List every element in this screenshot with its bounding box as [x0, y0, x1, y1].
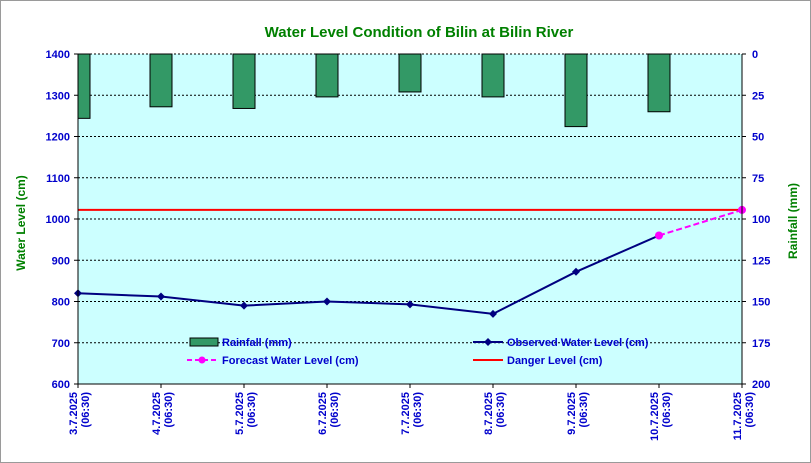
left-tick-label: 600 — [52, 379, 70, 391]
legend-observed-marker — [484, 338, 492, 346]
x-tick-label: (06:30) — [163, 392, 175, 428]
right-tick-label: 125 — [752, 255, 770, 267]
x-tick-label: 3.7.2025 — [68, 392, 80, 435]
chart-title: Water Level Condition of Bilin at Bilin … — [265, 24, 574, 41]
observed-water-level-marker — [572, 267, 580, 276]
rainfall-bar — [398, 53, 422, 93]
forecast-water-level-marker — [655, 231, 663, 240]
left-tick-label: 1300 — [46, 90, 70, 102]
left-axis-label: Water Level (cm) — [14, 175, 28, 271]
x-tick-label: 7.7.2025 — [400, 392, 412, 435]
legend-forecast-label: Forecast Water Level (cm) — [222, 355, 359, 367]
right-tick-label: 175 — [752, 338, 770, 350]
observed-water-level-marker — [323, 297, 331, 306]
left-tick-label: 1100 — [46, 173, 70, 185]
x-tick-label: 4.7.2025 — [151, 392, 163, 435]
x-tick-label: (06:30) — [578, 392, 590, 428]
right-tick-label: 100 — [752, 214, 770, 226]
x-tick-label: 10.7.2025 — [649, 392, 661, 441]
x-tick-label-group: 8.7.2025 (06:30) — [483, 392, 507, 435]
observed-water-level-marker — [157, 292, 165, 301]
left-tick-label: 900 — [52, 255, 70, 267]
left-tick-label: 800 — [52, 297, 70, 309]
legend-observed-label: Observed Water Level (cm) — [507, 337, 649, 349]
x-tick-label-group: 10.7.2025 (06:30) — [649, 392, 673, 441]
right-tick-label: 50 — [752, 132, 764, 144]
rainfall-bars — [77, 53, 671, 128]
rainfall-bar — [77, 53, 91, 119]
x-tick-label: 9.7.2025 — [566, 392, 578, 435]
right-axis-ticks: 0 25 50 75 100 125 150 175 200 — [742, 49, 770, 391]
rainfall-bar — [149, 53, 173, 108]
left-tick-label: 1400 — [46, 49, 70, 61]
x-tick-label: (06:30) — [329, 392, 341, 428]
observed-water-level-line — [77, 234, 660, 315]
rainfall-bar — [647, 53, 671, 113]
x-tick-label: 6.7.2025 — [317, 392, 329, 435]
rainfall-bar — [481, 53, 505, 98]
legend-rainfall-label: Rainfall (mm) — [222, 337, 292, 349]
observed-water-level-marker — [240, 301, 248, 310]
rainfall-bar — [564, 53, 588, 128]
x-tick-label-group: 3.7.2025 (06:30) — [68, 392, 92, 435]
legend-danger-label: Danger Level (cm) — [507, 355, 603, 367]
x-tick-label: (06:30) — [744, 392, 756, 428]
x-tick-label-group: 7.7.2025 (06:30) — [400, 392, 424, 435]
observed-water-level-marker — [406, 300, 414, 309]
legend-rainfall-swatch — [189, 337, 219, 347]
x-tick-label: (06:30) — [246, 392, 258, 428]
left-tick-label: 700 — [52, 338, 70, 350]
right-tick-label: 200 — [752, 379, 770, 391]
right-axis-label: Rainfall (mm) — [786, 183, 800, 259]
x-tick-label-group: 6.7.2025 (06:30) — [317, 392, 341, 435]
x-tick-label: (06:30) — [80, 392, 92, 428]
x-tick-label: 11.7.2025 — [732, 392, 744, 440]
left-tick-label: 1200 — [46, 132, 70, 144]
x-tick-label: 5.7.2025 — [234, 392, 246, 435]
x-tick-label-group: 11.7.2025 (06:30) — [732, 392, 756, 441]
rainfall-bar — [315, 53, 339, 98]
left-tick-label: 1000 — [46, 214, 70, 226]
x-tick-label-group: 9.7.2025 (06:30) — [566, 392, 590, 435]
x-tick-label-group: 4.7.2025 (06:30) — [151, 392, 175, 435]
x-tick-label: (06:30) — [495, 392, 507, 428]
right-tick-label: 75 — [752, 173, 764, 185]
forecast-water-level-line — [658, 208, 743, 237]
x-tick-label: (06:30) — [661, 392, 673, 428]
x-tick-label: (06:30) — [412, 392, 424, 428]
right-tick-label: 150 — [752, 297, 770, 309]
observed-water-level-marker — [489, 309, 497, 318]
right-tick-label: 0 — [752, 49, 758, 61]
rainfall-bar — [232, 53, 256, 109]
x-tick-label-group: 5.7.2025 (06:30) — [234, 392, 258, 435]
forecast-water-level-series — [655, 205, 746, 240]
legend: Rainfall (mm) Observed Water Level (cm) Fo… — [187, 337, 649, 367]
x-axis-ticks: 3.7.2025 (06:30) 4.7.2025 (06:30) 5.7.2025 (0… — [68, 384, 756, 441]
legend-forecast-marker — [198, 356, 206, 364]
x-tick-label: 8.7.2025 — [483, 392, 495, 435]
left-axis-ticks: 600 700 800 900 1000 1100 1200 1300 1400 — [46, 49, 78, 391]
right-tick-label: 25 — [752, 90, 764, 102]
